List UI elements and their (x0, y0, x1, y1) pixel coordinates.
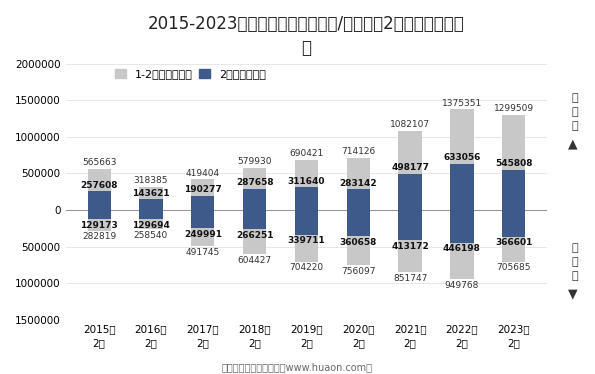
Bar (347, 210, 370, 265)
Bar (139, 187, 162, 210)
Text: 756097: 756097 (341, 267, 375, 276)
Bar (399, 131, 422, 210)
Text: ▼: ▼ (568, 287, 578, 300)
Text: 565663: 565663 (82, 158, 117, 167)
Text: 545808: 545808 (495, 159, 533, 168)
Text: 258540: 258540 (134, 230, 168, 239)
Bar (450, 110, 474, 210)
Bar (191, 179, 214, 210)
Text: 949768: 949768 (444, 281, 479, 290)
Bar (295, 187, 318, 210)
Text: 282819: 282819 (82, 232, 116, 241)
Bar (87, 210, 111, 220)
Bar (450, 164, 474, 210)
Text: 705685: 705685 (496, 263, 531, 272)
Text: 283142: 283142 (340, 179, 377, 188)
Bar (243, 210, 267, 254)
Text: ▲: ▲ (568, 138, 578, 150)
Text: 制图：华经产业研究院（www.huaon.com）: 制图：华经产业研究院（www.huaon.com） (222, 362, 373, 372)
Bar (295, 159, 318, 210)
Bar (399, 210, 422, 272)
Text: 190277: 190277 (184, 186, 222, 194)
Bar (502, 210, 525, 237)
Bar (502, 115, 525, 210)
Text: 339711: 339711 (287, 236, 325, 245)
Text: 266251: 266251 (236, 231, 273, 240)
Text: 129173: 129173 (80, 221, 118, 230)
Bar (191, 210, 214, 246)
Text: 360658: 360658 (340, 238, 377, 247)
Bar (87, 191, 111, 210)
Text: 690421: 690421 (289, 149, 324, 158)
Text: 1082107: 1082107 (390, 120, 430, 129)
Text: 出
口
额: 出 口 额 (571, 93, 578, 131)
Text: 1299509: 1299509 (494, 104, 534, 113)
Bar (450, 210, 474, 243)
Bar (87, 169, 111, 210)
Text: 419404: 419404 (186, 169, 220, 178)
Text: 714126: 714126 (341, 147, 375, 156)
Title: 2015-2023年四川省（境内目的地/货源地）2月进、出口额统
计: 2015-2023年四川省（境内目的地/货源地）2月进、出口额统 计 (148, 15, 465, 56)
Text: 129694: 129694 (132, 221, 170, 230)
Bar (399, 174, 422, 210)
Bar (139, 199, 162, 210)
Text: 851747: 851747 (393, 274, 427, 283)
Bar (347, 189, 370, 210)
Text: 633056: 633056 (443, 153, 481, 162)
Bar (295, 210, 318, 235)
Text: 604427: 604427 (237, 256, 272, 265)
Bar (191, 210, 214, 228)
Text: 1375351: 1375351 (441, 99, 482, 108)
Text: 143621: 143621 (132, 189, 170, 198)
Bar (243, 210, 267, 230)
Bar (347, 158, 370, 210)
Text: 进
口
额: 进 口 额 (571, 243, 578, 281)
Text: 257608: 257608 (80, 181, 118, 190)
Bar (243, 189, 267, 210)
Text: 366601: 366601 (495, 239, 533, 248)
Text: 287658: 287658 (236, 178, 274, 187)
Text: 491745: 491745 (186, 248, 220, 257)
Bar (139, 210, 162, 220)
Bar (502, 210, 525, 262)
Text: 704220: 704220 (289, 263, 324, 272)
Text: 413172: 413172 (391, 242, 429, 251)
Legend: 1-2月（万美元）, 2月（万美元）: 1-2月（万美元）, 2月（万美元） (114, 69, 266, 79)
Text: 249991: 249991 (184, 230, 222, 239)
Bar (87, 210, 111, 231)
Bar (191, 196, 214, 210)
Bar (450, 210, 474, 279)
Bar (347, 210, 370, 236)
Text: 498177: 498177 (391, 163, 429, 172)
Bar (295, 210, 318, 261)
Text: 318385: 318385 (134, 176, 168, 185)
Bar (139, 210, 162, 229)
Text: 311640: 311640 (288, 177, 325, 186)
Text: 579930: 579930 (237, 157, 272, 166)
Bar (243, 168, 267, 210)
Bar (399, 210, 422, 240)
Bar (502, 170, 525, 210)
Text: 446198: 446198 (443, 244, 481, 253)
